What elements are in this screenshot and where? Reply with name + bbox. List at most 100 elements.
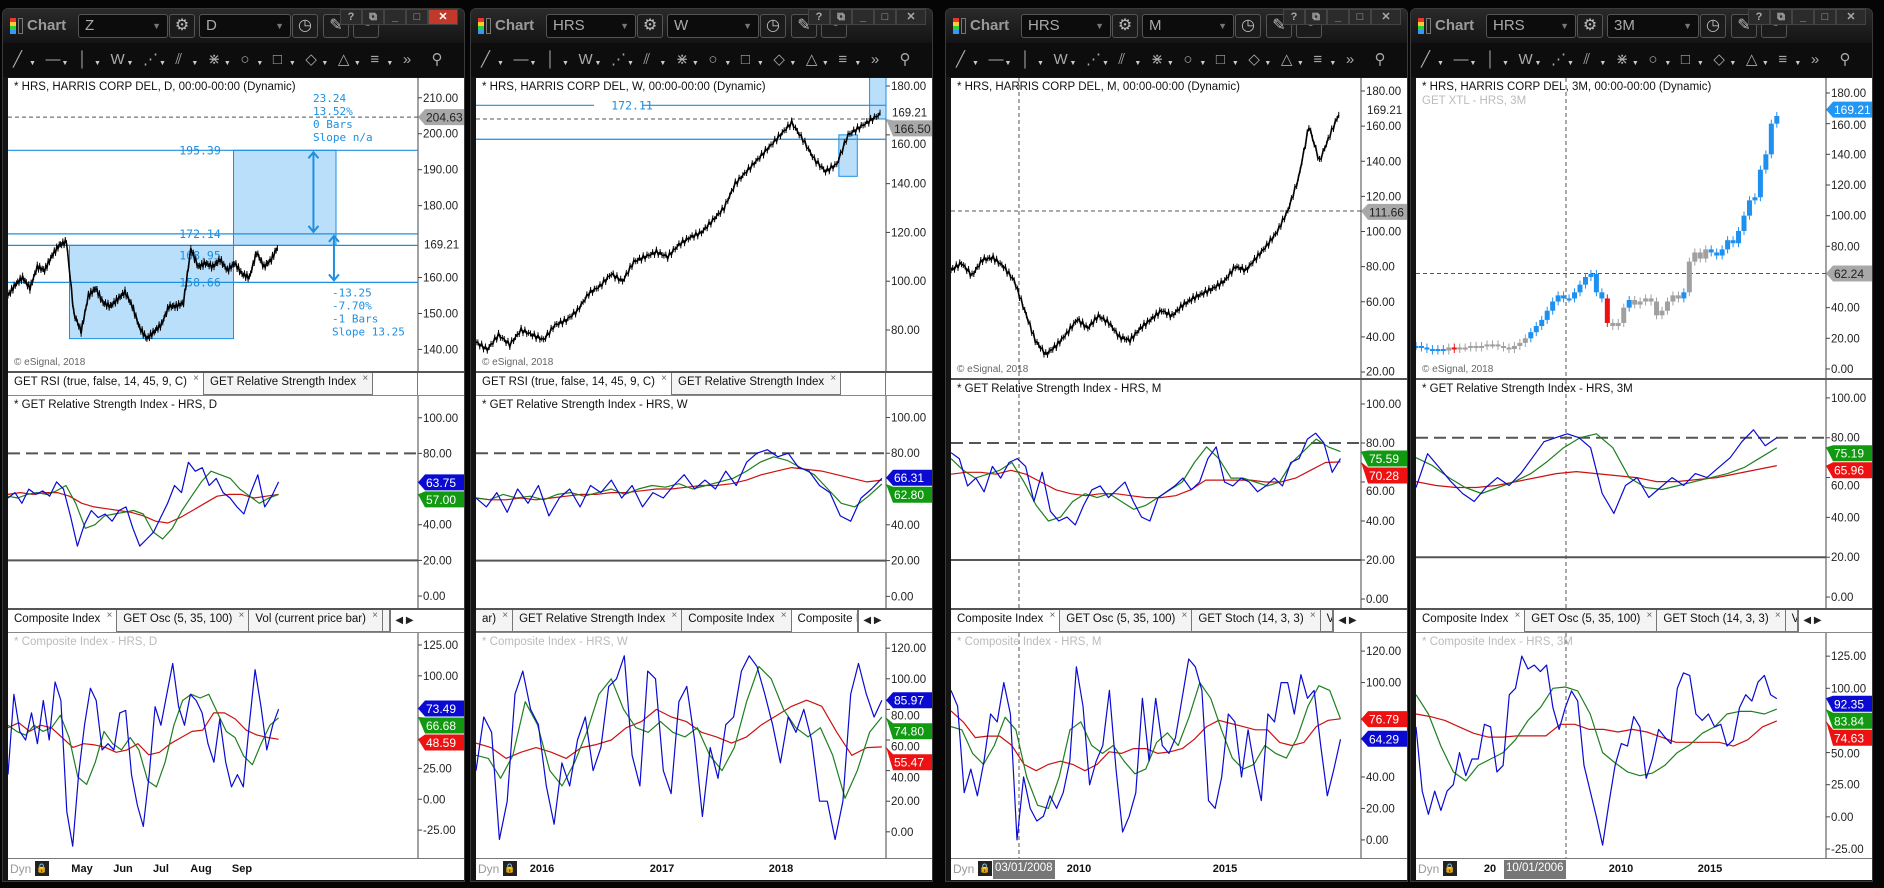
dropdown-arrow-icon[interactable]: ▼ xyxy=(529,60,537,67)
tab-scroll-buttons[interactable]: ◀ ▶ xyxy=(1333,610,1361,632)
fan-icon[interactable]: ⋰ ▼ xyxy=(143,48,175,72)
tab-close-icon[interactable]: × xyxy=(830,373,837,384)
lock-icon[interactable]: 🔒 xyxy=(1443,861,1457,876)
tab-close-icon[interactable]: × xyxy=(1646,610,1653,621)
symbol-input[interactable]: HRS ▼ xyxy=(1486,14,1576,38)
dropdown-arrow-icon[interactable]: ▼ xyxy=(1166,60,1174,67)
parallel-lines-icon[interactable]: ≡ ▼ xyxy=(1778,48,1810,72)
pane-divider[interactable] xyxy=(8,608,464,610)
zigzag-icon[interactable]: W ▼ xyxy=(110,48,142,72)
horizontal-line-icon[interactable]: — ▼ xyxy=(45,48,77,72)
interval-clock-button[interactable]: ◷ xyxy=(760,14,786,38)
lock-icon[interactable]: 🔒 xyxy=(35,861,49,876)
title-bar[interactable]: Chart Z ▼ ⚙ D ▼ ◷ ✎ ◔? ⧉ _ □ ✕ xyxy=(3,9,464,43)
close-button[interactable]: ✕ xyxy=(1836,9,1866,25)
pitchfork-icon[interactable]: ⫽ ▼ xyxy=(1118,48,1150,72)
indicator-tab[interactable]: ar) × xyxy=(476,610,514,632)
dropdown-arrow-icon[interactable]: ▼ xyxy=(29,60,36,67)
minimize-button[interactable]: _ xyxy=(1327,9,1349,25)
draw-pencil-button[interactable]: ✎ xyxy=(791,14,817,38)
dropdown-arrow-icon[interactable]: ▼ xyxy=(1794,60,1802,67)
tab-close-icon[interactable]: × xyxy=(106,610,113,621)
help-button[interactable]: ? xyxy=(1748,9,1770,25)
pane-divider[interactable] xyxy=(951,608,1407,610)
gann-fan-icon[interactable]: ⋇ ▼ xyxy=(1616,48,1648,72)
dropdown-arrow-icon[interactable]: ▼ xyxy=(1729,60,1737,67)
dropdown-arrow-icon[interactable]: ▼ xyxy=(1134,60,1142,67)
dropdown-arrow-icon[interactable]: ▼ xyxy=(1101,60,1109,67)
help-button[interactable]: ? xyxy=(808,9,830,25)
close-button[interactable]: ✕ xyxy=(896,9,926,25)
dropdown-arrow-icon[interactable]: ▼ xyxy=(353,60,361,67)
vertical-line-icon[interactable]: │ ▼ xyxy=(1021,48,1053,72)
interval-input[interactable]: M ▼ xyxy=(1142,14,1234,38)
pane-divider[interactable] xyxy=(1416,608,1872,610)
symbol-input[interactable]: HRS ▼ xyxy=(546,14,636,38)
pitchfork-icon[interactable]: ⫽ ▼ xyxy=(1583,48,1615,72)
indicator-tab[interactable]: Vol (c× xyxy=(1320,610,1332,632)
time-axis[interactable]: Dyn 🔒 2010 2015 03/01/2008 xyxy=(951,858,1407,880)
vertical-line-icon[interactable]: │ ▼ xyxy=(78,48,110,72)
dropdown-arrow-icon[interactable]: ▼ xyxy=(1631,60,1639,67)
dropdown-arrow-icon[interactable]: ▼ xyxy=(223,60,231,67)
gann-fan-icon[interactable]: ⋇ ▼ xyxy=(208,48,240,72)
pane-divider[interactable] xyxy=(951,378,1407,380)
zigzag-icon[interactable]: W ▼ xyxy=(1053,48,1085,72)
maximize-button[interactable]: □ xyxy=(874,9,896,25)
symbol-settings-button[interactable]: ⚙ xyxy=(637,14,663,38)
fan-icon[interactable]: ⋰ ▼ xyxy=(1551,48,1583,72)
triangle-icon[interactable]: △ ▼ xyxy=(338,48,370,72)
dropdown-arrow-icon[interactable]: ▼ xyxy=(191,60,199,67)
tab-scroll-buttons[interactable]: ◀ ▶ xyxy=(390,610,418,632)
dropdown-arrow-icon[interactable]: ▼ xyxy=(1664,60,1672,67)
symbol-settings-button[interactable]: ⚙ xyxy=(169,14,195,38)
more-icon[interactable]: » xyxy=(870,51,880,68)
ellipse-icon[interactable]: ○ ▼ xyxy=(708,48,740,72)
minimize-button[interactable]: _ xyxy=(1792,9,1814,25)
dropdown-arrow-icon[interactable]: ▼ xyxy=(724,60,732,67)
diamond-icon[interactable]: ◇ ▼ xyxy=(1248,48,1280,72)
parallel-lines-icon[interactable]: ≡ ▼ xyxy=(370,48,402,72)
rectangle-icon[interactable]: □ ▼ xyxy=(1681,48,1713,72)
pane-divider[interactable] xyxy=(1416,378,1872,380)
indicator-tab[interactable]: Composite Index× xyxy=(791,610,857,632)
gann-fan-icon[interactable]: ⋇ ▼ xyxy=(1151,48,1183,72)
minimize-button[interactable]: _ xyxy=(852,9,874,25)
indicator-tab[interactable]: GET RSI (true, false, 14, 45, 9, C) × xyxy=(8,373,204,395)
tab-close-icon[interactable]: × xyxy=(1049,610,1056,621)
dropdown-arrow-icon[interactable]: ▼ xyxy=(1566,60,1574,67)
horizontal-line-icon[interactable]: — ▼ xyxy=(513,48,545,72)
interval-clock-button[interactable]: ◷ xyxy=(1235,14,1261,38)
more-icon[interactable]: » xyxy=(402,51,412,68)
dropdown-arrow-icon[interactable]: ▼ xyxy=(789,60,797,67)
tab-close-icon[interactable]: × xyxy=(1514,610,1521,621)
ellipse-icon[interactable]: ○ ▼ xyxy=(1183,48,1215,72)
indicator-tab[interactable]: Composite Index× xyxy=(8,610,118,632)
interval-clock-button[interactable]: ◷ xyxy=(1700,14,1726,38)
interval-input[interactable]: W ▼ xyxy=(667,14,759,38)
dropdown-arrow-icon[interactable]: ▼ xyxy=(1264,60,1272,67)
dropdown-arrow-icon[interactable]: ▼ xyxy=(1696,60,1704,67)
dropdown-arrow-icon[interactable]: ▼ xyxy=(1469,60,1477,67)
title-bar[interactable]: Chart HRS ▼ ⚙ W ▼ ◷ ✎ ◔? ⧉ _ □ ✕ xyxy=(471,9,932,43)
dropdown-arrow-icon[interactable]: ▼ xyxy=(1004,60,1012,67)
fan-icon[interactable]: ⋰ ▼ xyxy=(1086,48,1118,72)
ellipse-icon[interactable]: ○ ▼ xyxy=(1648,48,1680,72)
dropdown-arrow-icon[interactable]: ▼ xyxy=(561,60,569,67)
minimize-button[interactable]: _ xyxy=(384,9,406,25)
tab-close-icon[interactable]: × xyxy=(1774,610,1781,621)
dropdown-arrow-icon[interactable]: ▼ xyxy=(1761,60,1769,67)
dropdown-arrow-icon[interactable]: ▼ xyxy=(1437,60,1444,67)
dropdown-arrow-icon[interactable]: ▼ xyxy=(1199,60,1207,67)
diamond-icon[interactable]: ◇ ▼ xyxy=(1713,48,1745,72)
dropdown-arrow-icon[interactable]: ▼ xyxy=(756,60,764,67)
dropdown-arrow-icon[interactable]: ▼ xyxy=(256,60,264,67)
pitchfork-icon[interactable]: ⫽ ▼ xyxy=(175,48,207,72)
zoom-icon[interactable]: ⚲ xyxy=(431,51,443,68)
dropdown-arrow-icon[interactable]: ▼ xyxy=(1036,60,1044,67)
line-tool-icon[interactable]: ╱ ▼ xyxy=(13,48,45,72)
indicator-tab[interactable]: GET× xyxy=(382,610,389,632)
line-tool-icon[interactable]: ╱ ▼ xyxy=(1421,48,1453,72)
help-button[interactable]: ? xyxy=(1283,9,1305,25)
tab-scroll-buttons[interactable]: ◀ ▶ xyxy=(858,610,886,632)
